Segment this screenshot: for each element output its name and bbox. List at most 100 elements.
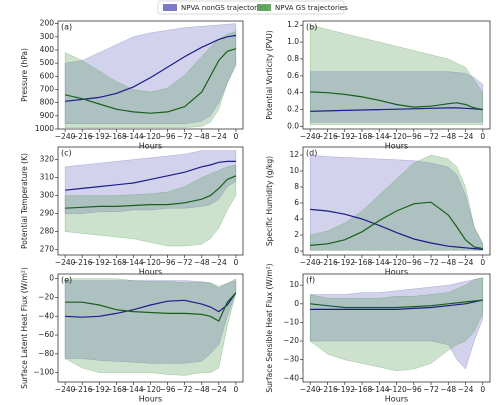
- y-tick-label: 900: [40, 111, 55, 120]
- mean-line: [310, 201, 483, 250]
- x-tick-label: −24: [211, 258, 227, 267]
- x-tick-label: −120: [386, 132, 407, 141]
- x-tick-label: −72: [177, 258, 193, 267]
- y-tick-label: 300: [40, 32, 55, 41]
- legend-swatch: [257, 4, 271, 11]
- y-tick-label: 8: [294, 182, 299, 191]
- y-tick-label: 800: [40, 98, 55, 107]
- y-tick-label: 6: [294, 198, 299, 207]
- x-tick-label: −120: [140, 132, 161, 141]
- mean-line: [310, 208, 483, 250]
- y-tick-label: 10: [289, 280, 299, 289]
- plot-area: [64, 150, 237, 247]
- panel-label: (d): [306, 149, 317, 158]
- y-tick-label: 1000: [35, 124, 54, 133]
- x-tick-label: −240: [55, 385, 76, 394]
- x-tick-label: −48: [440, 258, 456, 267]
- y-tick-label: 320: [40, 155, 55, 164]
- x-tick-label: −192: [334, 132, 355, 141]
- y-axis-label: Potential Vorticity (PVU): [265, 30, 274, 120]
- x-tick-label: −216: [72, 385, 93, 394]
- x-tick-label: −48: [440, 132, 456, 141]
- legend-label: NPVA nonGS trajectories: [181, 4, 267, 12]
- y-tick-label: −100: [33, 368, 54, 377]
- y-axis-label: Potential Temperature (K): [20, 153, 29, 249]
- x-tick-label: −168: [106, 258, 127, 267]
- panel: −240−216−192−168−144−120−96 −72 −48 −24 0270…: [20, 146, 244, 277]
- x-tick-label: −192: [334, 258, 355, 267]
- x-tick-label: 0: [480, 385, 485, 394]
- x-tick-label: −24: [458, 258, 474, 267]
- y-tick-label: 0.8: [287, 54, 299, 63]
- y-tick-label: −80: [38, 349, 54, 358]
- mean-line: [310, 299, 483, 309]
- x-tick-label: −144: [369, 132, 390, 141]
- x-tick-label: −96: [406, 132, 422, 141]
- plot-area: [64, 278, 237, 376]
- panel-label: (f): [306, 276, 315, 285]
- mean-line: [310, 299, 483, 310]
- x-tick-label: −48: [194, 385, 210, 394]
- band: [309, 277, 484, 370]
- plot-area: [309, 154, 484, 251]
- x-axis-label: Hours: [385, 142, 408, 151]
- x-tick-label: −216: [317, 258, 338, 267]
- x-tick-label: −240: [55, 258, 76, 267]
- x-tick-label: −192: [334, 385, 355, 394]
- y-tick-label: 0: [294, 246, 299, 255]
- x-axis-label: Hours: [139, 268, 162, 277]
- x-tick-label: −96: [160, 132, 176, 141]
- x-tick-label: −72: [177, 385, 193, 394]
- band: [309, 277, 484, 372]
- x-axis-label: Hours: [385, 395, 408, 404]
- y-tick-label: −40: [38, 311, 54, 320]
- x-tick-label: −216: [72, 258, 93, 267]
- x-tick-label: 0: [233, 385, 238, 394]
- x-tick-label: −120: [140, 385, 161, 394]
- band: [64, 164, 237, 247]
- x-tick-label: −24: [458, 385, 474, 394]
- x-tick-label: −240: [55, 132, 76, 141]
- x-tick-label: −120: [386, 385, 407, 394]
- x-tick-label: −96: [160, 258, 176, 267]
- y-tick-label: 300: [40, 191, 55, 200]
- y-tick-label: 500: [40, 58, 55, 67]
- y-tick-label: 200: [40, 19, 55, 28]
- legend-frame: [157, 0, 345, 15]
- y-tick-label: 4: [294, 214, 299, 223]
- band: [309, 24, 484, 126]
- x-tick-label: −168: [352, 258, 373, 267]
- x-tick-label: −168: [352, 385, 373, 394]
- x-tick-label: −144: [123, 258, 144, 267]
- band: [64, 278, 237, 376]
- y-tick-label: 280: [40, 227, 55, 236]
- x-tick-label: −144: [123, 132, 144, 141]
- y-tick-label: −40: [283, 373, 299, 382]
- y-tick-label: 270: [40, 245, 55, 254]
- legend-swatch: [163, 4, 177, 11]
- x-axis-label: Hours: [139, 142, 162, 151]
- y-tick-label: 400: [40, 45, 55, 54]
- panel: −240−216−192−168−144−120 −96 −72 −48 −24 0−40…: [265, 263, 491, 404]
- y-axis-label: Surface Latent Heat Flux (W/m²): [20, 267, 29, 389]
- mean-line: [65, 292, 237, 322]
- x-tick-label: −96: [406, 385, 422, 394]
- band: [309, 154, 484, 251]
- x-tick-label: −216: [72, 132, 93, 141]
- panel: −240−216−192−168−144−120−96 −72 −48 −24 0−10…: [20, 267, 244, 404]
- y-tick-label: 310: [40, 173, 55, 182]
- x-tick-label: −144: [369, 258, 390, 267]
- y-tick-label: 290: [40, 209, 55, 218]
- x-tick-label: 0: [233, 132, 238, 141]
- band: [64, 31, 237, 128]
- panel-label: (b): [306, 23, 317, 32]
- panel: −240−216−192−168−144−120 −96 −72 −48 −24 00.0…: [265, 20, 491, 151]
- panel: −240−216−192−168−144−120−96 −72 −48 −24 0200…: [20, 19, 244, 151]
- mean-line: [65, 160, 236, 191]
- y-tick-label: 10: [289, 166, 299, 175]
- y-axis-label: Surface Sensible Heat Flux (W/m²): [265, 263, 274, 392]
- plot-area: [64, 23, 237, 128]
- x-tick-label: −24: [211, 385, 227, 394]
- x-tick-label: −48: [194, 258, 210, 267]
